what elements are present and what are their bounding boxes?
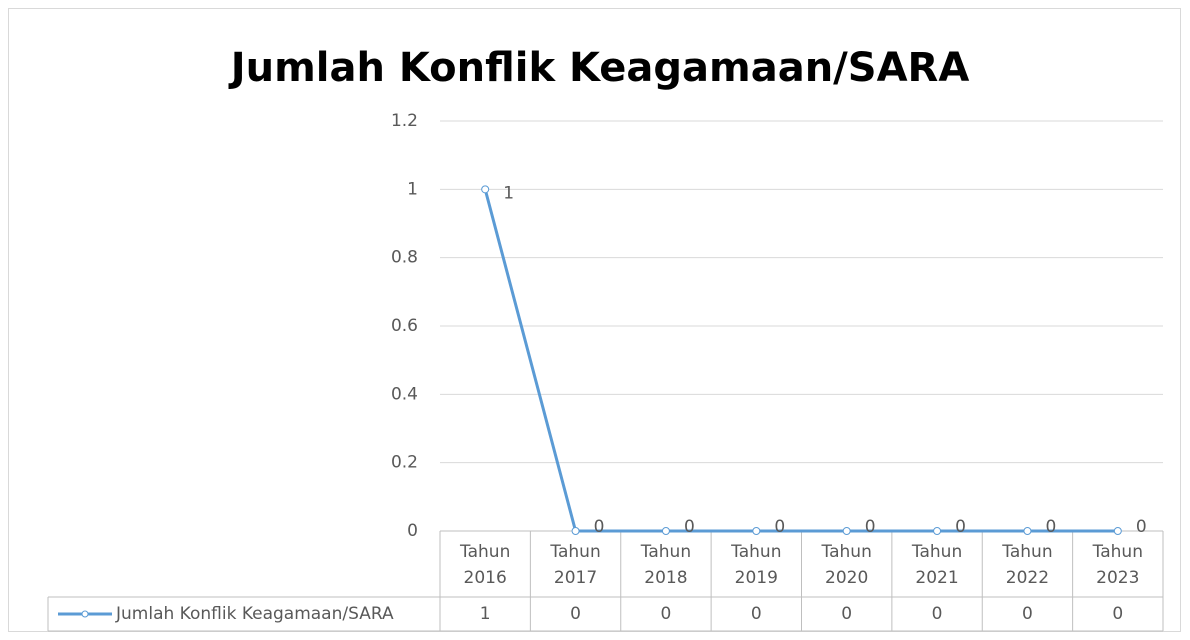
data-label: 0 bbox=[594, 517, 605, 537]
x-tick-label-cell: Tahun 2021 bbox=[892, 536, 982, 594]
y-tick-label: 0.6 bbox=[391, 316, 418, 336]
marker bbox=[752, 527, 761, 535]
x-tick-label: Tahun 2022 bbox=[1002, 542, 1053, 588]
table-value: 0 bbox=[751, 604, 762, 624]
y-tick-label: 0.4 bbox=[391, 384, 418, 404]
x-tick-label: Tahun 2018 bbox=[640, 542, 692, 588]
chart-border bbox=[8, 8, 1181, 632]
table-value: 0 bbox=[841, 604, 852, 624]
marker bbox=[661, 527, 670, 535]
data-label: 0 bbox=[1136, 517, 1147, 537]
x-tick-label: Tahun 2023 bbox=[1092, 542, 1143, 588]
data-label: 0 bbox=[955, 517, 966, 537]
legend-marker bbox=[81, 610, 89, 618]
y-tick-label: 1.2 bbox=[391, 111, 418, 131]
table-value: 1 bbox=[480, 604, 491, 624]
x-tick-label-cell: Tahun 2022 bbox=[982, 536, 1072, 594]
x-tick-label: Tahun 2019 bbox=[731, 542, 782, 588]
marker bbox=[571, 527, 580, 535]
x-tick-label-cell: Tahun 2017 bbox=[530, 536, 620, 594]
x-tick-label: Tahun 2021 bbox=[911, 542, 963, 588]
marker bbox=[1113, 527, 1122, 535]
table-value: 0 bbox=[570, 604, 581, 624]
y-tick-label: 0.2 bbox=[391, 453, 418, 473]
x-tick-label-cell: Tahun 2018 bbox=[621, 536, 711, 594]
chart-title: Jumlah Konflik Keagamaan/SARA bbox=[228, 45, 970, 91]
marker bbox=[842, 527, 851, 535]
table-value: 0 bbox=[932, 604, 943, 624]
data-label: 1 bbox=[503, 183, 514, 203]
table-value: 0 bbox=[1112, 604, 1123, 624]
marker bbox=[481, 185, 490, 194]
table-value: 0 bbox=[1022, 604, 1033, 624]
data-label: 0 bbox=[774, 517, 785, 537]
y-tick-label: 0 bbox=[407, 521, 418, 541]
x-tick-label: Tahun 2016 bbox=[460, 542, 511, 588]
marker bbox=[1023, 527, 1032, 535]
y-tick-label: 1 bbox=[407, 179, 418, 199]
data-label: 0 bbox=[865, 517, 876, 537]
data-label: 0 bbox=[684, 517, 695, 537]
data-label: 0 bbox=[1045, 517, 1056, 537]
marker bbox=[933, 527, 942, 535]
y-tick-label: 0.8 bbox=[391, 248, 418, 268]
legend-label: Jumlah Konflik Keagamaan/SARA bbox=[115, 604, 394, 624]
x-tick-label: Tahun 2020 bbox=[821, 542, 872, 588]
x-tick-label-cell: Tahun 2023 bbox=[1073, 536, 1163, 594]
x-tick-label: Tahun 2017 bbox=[550, 542, 601, 588]
x-tick-label-cell: Tahun 2019 bbox=[711, 536, 801, 594]
line bbox=[483, 188, 1118, 533]
x-tick-label-cell: Tahun 2020 bbox=[802, 536, 892, 594]
table-value: 0 bbox=[661, 604, 672, 624]
x-tick-label-cell: Tahun 2016 bbox=[440, 536, 530, 594]
